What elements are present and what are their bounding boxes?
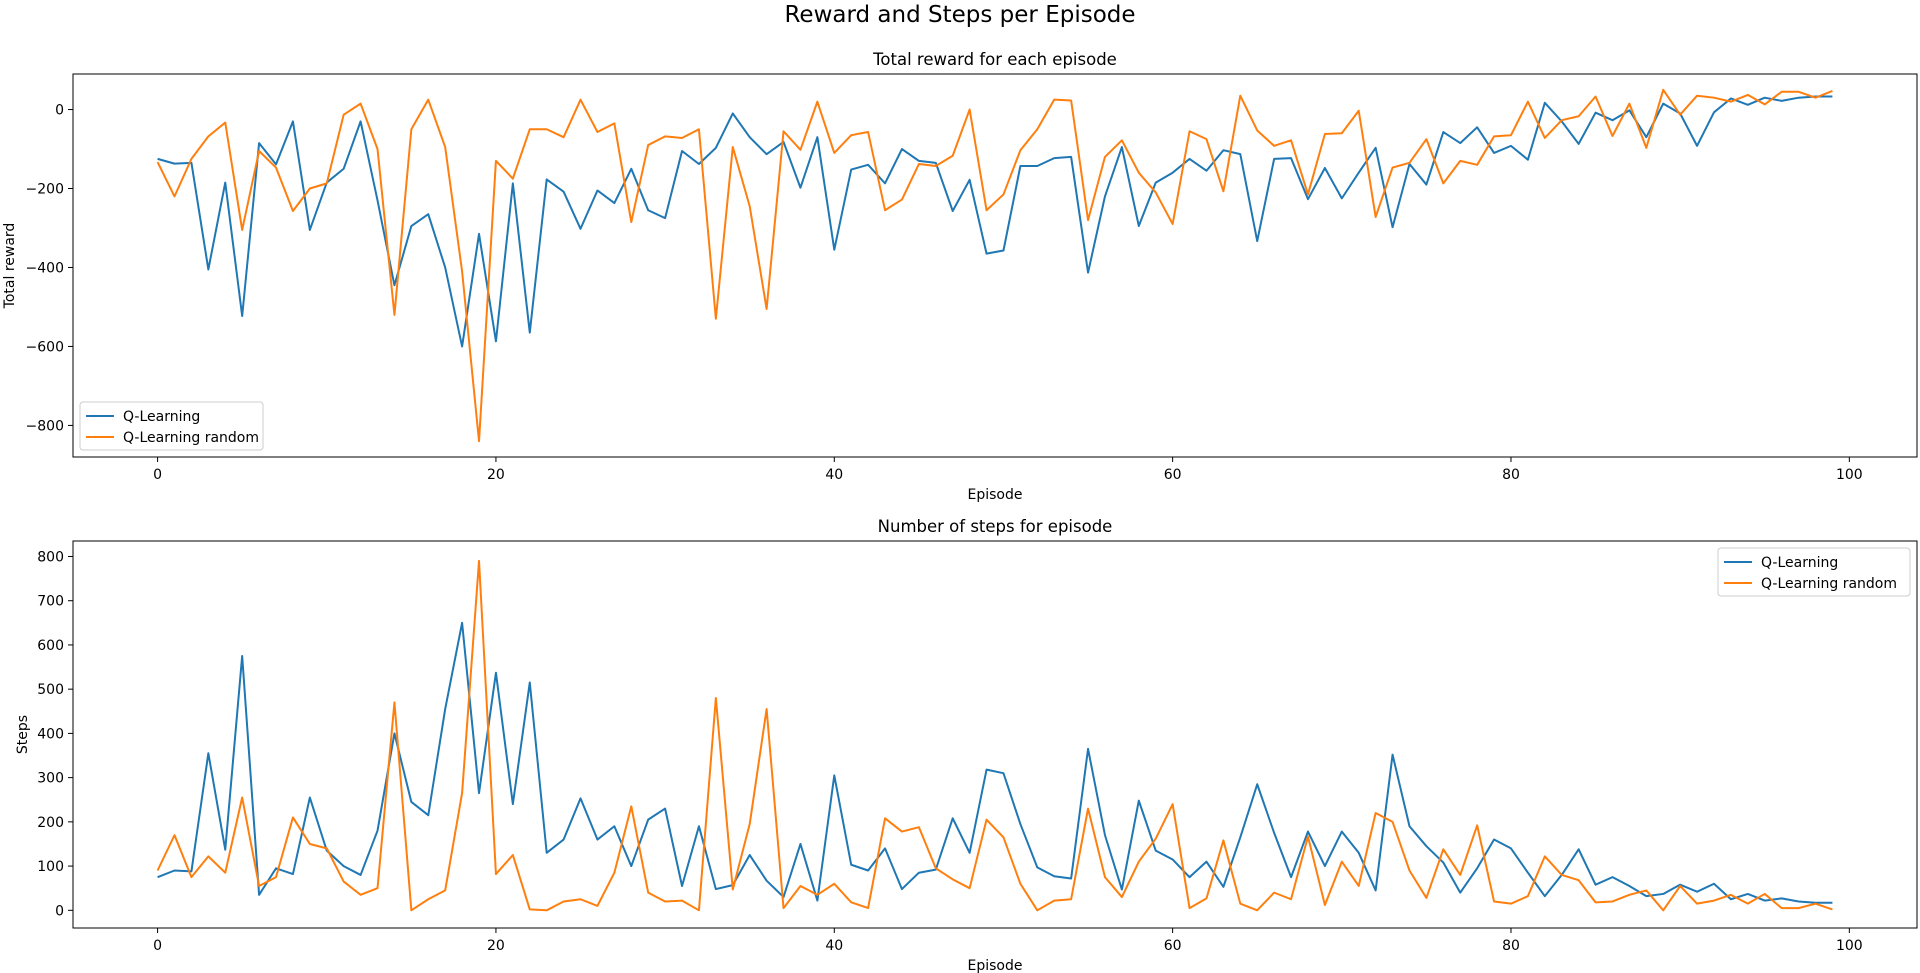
steps-x-tick-label: 100 [1836,938,1863,954]
steps-y-tick-label: 0 [55,903,64,919]
steps-chart-title: Number of steps for episode [878,517,1113,536]
reward-x-tick-label: 60 [1164,467,1182,483]
steps-x-tick-label: 40 [825,938,843,954]
steps-y-tick-label: 300 [37,771,64,787]
steps-legend: Q-Learning Q-Learning random [1717,547,1911,597]
steps-x-tick-label: 0 [153,938,162,954]
reward-legend-box [79,401,264,451]
reward-chart: 0 20 40 60 80 100 0 −200 −400 −600 −800 Total rewar… [2,50,1918,503]
steps-y-axis-label: Steps [15,715,31,754]
reward-series-line-0 [157,95,1833,348]
reward-axes-frame [72,73,1918,458]
steps-y-tick-label: 400 [37,726,64,742]
reward-x-tick-label: 40 [825,467,843,483]
steps-series-line-1 [156,559,1833,912]
steps-legend-label-1: Q-Learning random [1761,576,1897,592]
steps-y-tick-label: 500 [37,682,64,698]
reward-y-axis-label: Total reward [2,223,18,310]
reward-x-tick-label: 20 [487,467,505,483]
reward-y-tick-label: −200 [26,182,64,198]
steps-y-tick-label: 100 [37,859,64,875]
reward-series-line-1 [156,88,1833,443]
steps-chart: 0 20 40 60 80 100 0 100 200 300 400 500 600 700 800 Num… [15,517,1918,973]
reward-x-tick-label: 80 [1502,467,1520,483]
reward-x-tick-label: 100 [1836,467,1863,483]
steps-x-tick-label: 80 [1502,938,1520,954]
steps-x-tick-label: 20 [487,938,505,954]
steps-legend-label-0: Q-Learning [1761,555,1838,571]
steps-y-tick-label: 700 [37,594,64,610]
steps-y-tick-label: 800 [37,549,64,565]
reward-x-axis-label: Episode [968,487,1023,503]
steps-y-tick-label: 200 [37,815,64,831]
steps-axes-frame [72,540,1918,929]
steps-x-axis-label: Episode [968,958,1023,973]
steps-y-tick-label: 600 [37,638,64,654]
steps-x-tick-label: 60 [1164,938,1182,954]
steps-legend-box [1717,547,1911,597]
reward-legend-label-1: Q-Learning random [123,430,259,446]
reward-y-tick-label: −600 [26,339,64,355]
reward-legend-label-0: Q-Learning [123,409,200,425]
reward-x-tick-label: 0 [153,467,162,483]
reward-y-tick-label: −800 [26,418,64,434]
figure-title: Reward and Steps per Episode [784,2,1136,28]
reward-chart-title: Total reward for each episode [872,50,1117,69]
reward-y-tick-label: 0 [55,103,64,119]
steps-series-line-0 [157,621,1833,904]
reward-legend: Q-Learning Q-Learning random [79,401,264,451]
reward-y-tick-label: −400 [26,260,64,276]
